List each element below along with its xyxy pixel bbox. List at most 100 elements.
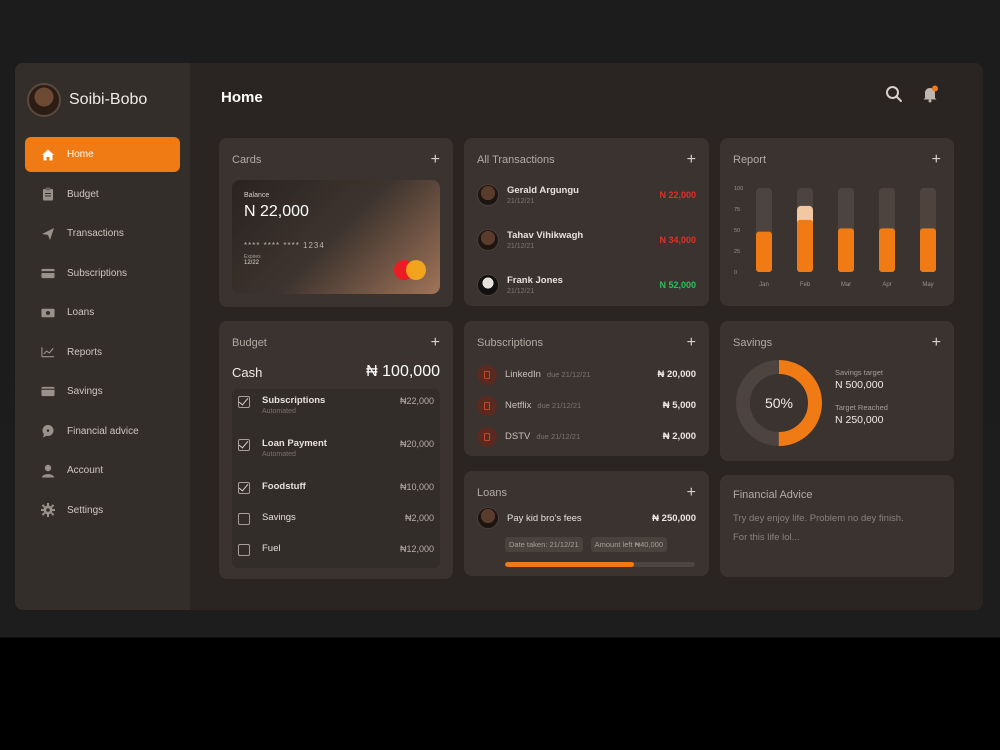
money-icon [41,306,55,320]
sidebar-item-settings[interactable]: Settings [25,493,180,528]
avatar [477,507,499,529]
sub-name: LinkedIn [505,369,541,380]
sidebar-item-account[interactable]: Account [25,453,180,488]
bar-mar[interactable] [838,228,854,272]
add-transaction-button[interactable]: + [686,151,696,168]
sidebar-item-subscriptions[interactable]: Subscriptions [25,256,180,291]
sub-due: due 21/12/21 [537,401,582,410]
budget-item-sub: Automated [262,408,296,415]
bar-apr[interactable] [879,228,895,272]
budget-item-name: Savings [262,512,296,523]
add-card-button[interactable]: + [430,151,440,168]
home-icon [41,148,55,162]
sidebar-item-budget[interactable]: Budget [25,177,180,212]
expiry-label: Expires [244,254,261,260]
list-item[interactable]: Foodstuff ₦10,000 [232,475,440,506]
bell-icon[interactable] [921,85,939,103]
loan-progress-fill [505,562,635,567]
x-tick-label: May [922,282,933,288]
list-item[interactable]: Savings ₦2,000 [232,506,440,537]
checkbox-unchecked[interactable] [238,513,250,525]
tx-date: 21/12/21 [507,197,535,205]
budget-panel: Budget + Cash ₦ 100,000 Subscriptions Au… [219,321,453,579]
tx-amount: N 22,000 [659,189,696,200]
checkbox-checked[interactable] [238,482,250,494]
table-row[interactable]: Tahav Vihikwagh 21/12/21 N 34,000 [477,217,696,262]
app-window: Soibi-Bobo Home Budget Transactions [15,63,983,610]
checkbox-checked[interactable] [238,396,250,408]
report-title: Report [733,154,767,166]
add-report-button[interactable]: + [931,151,941,168]
balance-label: Balance [244,192,270,199]
savings-percent: 50% [765,395,793,411]
table-row[interactable]: Gerald Argungu 21/12/21 N 22,000 [477,172,696,217]
loans-panel: Loans + Pay kid bro's fees ₦ 250,000 Dat… [464,471,709,576]
savings-title: Savings [733,337,773,349]
target-reached-value: N 250,000 [835,414,884,426]
sub-name: DSTV [505,431,531,442]
sidebar-item-home[interactable]: Home [25,137,180,172]
sidebar-item-label: Transactions [67,228,124,239]
sub-due: due 21/12/21 [546,370,591,379]
add-budget-button[interactable]: + [430,334,440,351]
list-item[interactable]: DSTV due 21/12/21 ₦ 2,000 [477,421,696,452]
budget-list: Subscriptions Automated ₦22,000 Loan Pay… [232,389,440,568]
list-item[interactable]: LinkedIn due 21/12/21 ₦ 20,000 [477,359,696,390]
list-item[interactable]: Subscriptions Automated ₦22,000 [232,389,440,432]
sidebar-item-label: Financial advice [67,425,139,437]
add-loan-button[interactable]: + [686,484,696,501]
transactions-title: All Transactions [477,154,555,166]
table-row[interactable]: Frank Jones 21/12/21 N 52,000 [477,262,696,307]
sidebar-item-loans[interactable]: Loans [25,295,180,330]
sub-due: due 21/12/21 [536,432,581,441]
donut-progress [736,360,822,446]
loan-progress-bar [505,562,695,567]
avatar [477,228,499,251]
sidebar-item-savings[interactable]: Savings [25,374,180,409]
add-savings-button[interactable]: + [931,334,941,351]
send-icon [41,227,55,241]
bar-may[interactable] [920,228,936,272]
x-tick-label: Feb [800,282,811,288]
checkbox-checked[interactable] [238,439,250,451]
budget-item-amount: ₦12,000 [399,544,434,554]
budget-item-amount: ₦22,000 [399,396,434,406]
search-icon[interactable] [885,85,903,103]
budget-item-amount: ₦10,000 [399,482,434,492]
page-title: Home [221,89,263,106]
tx-date: 21/12/21 [507,287,535,295]
add-subscription-button[interactable]: + [686,334,696,351]
x-tick-label: Apr [882,282,891,288]
sidebar-item-label: Reports [67,346,103,358]
bank-card[interactable]: Balance N 22,000 **** **** **** 1234 Exp… [232,180,440,294]
loan-item[interactable]: Pay kid bro's fees ₦ 250,000 [477,507,696,529]
card-icon [41,266,55,280]
savings-target-value: N 500,000 [835,379,884,391]
chart-icon [41,345,55,359]
user-icon [41,464,55,478]
tx-name: Frank Jones [507,274,563,286]
list-item[interactable]: Loan Payment Automated ₦20,000 [232,432,440,475]
sidebar-item-financial-advice[interactable]: Financial advice [25,414,180,449]
profile[interactable]: Soibi-Bobo [25,83,180,117]
financial-advice-panel: Financial Advice Try dey enjoy life. Pro… [720,475,954,577]
list-item[interactable]: Fuel ₦12,000 [232,537,440,568]
sidebar-item-transactions[interactable]: Transactions [25,216,180,251]
sub-name: Netflix [505,400,532,411]
gear-icon [41,503,55,517]
main-content: Home Cards + Balance N 22,000 **** **** … [190,63,983,610]
bar-jan[interactable] [756,231,772,272]
tx-date: 21/12/21 [507,242,535,250]
bar-feb[interactable] [797,219,813,272]
budget-item-amount: ₦2,000 [404,513,434,523]
list-item[interactable]: Netflix due 21/12/21 ₦ 5,000 [477,390,696,421]
advice-line-2: For this life lol... [733,532,800,543]
y-tick-label: 100 [734,186,743,192]
target-reached-label: Target Reached [835,403,888,412]
subscriptions-panel: Subscriptions + LinkedIn due 21/12/21 ₦ … [464,321,709,456]
sidebar-item-label: Savings [67,386,103,397]
checkbox-unchecked[interactable] [238,544,250,556]
avatar [477,183,499,206]
wallet-icon [41,385,55,399]
sidebar-item-reports[interactable]: Reports [25,335,180,370]
